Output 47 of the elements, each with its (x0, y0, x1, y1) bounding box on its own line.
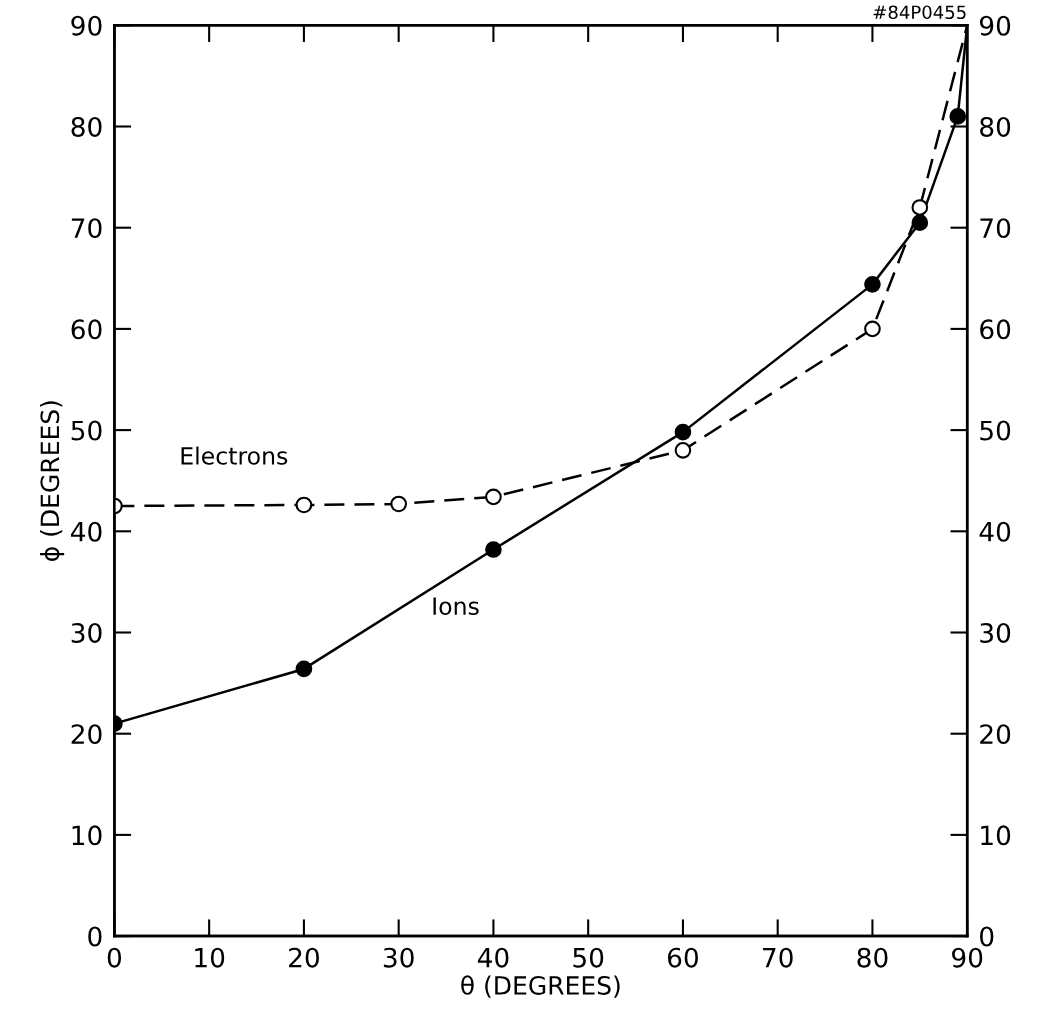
point (864, 276, 881, 293)
y-axis-title: ϕ (DEGREES) (39, 401, 65, 561)
y-tick-label: 30 (71, 622, 102, 643)
point (674, 442, 692, 459)
point (674, 423, 692, 441)
x-tick-label: 60 (667, 947, 698, 968)
y2-tick-label: 60 (980, 319, 1011, 340)
point (295, 660, 313, 678)
point (864, 320, 881, 338)
y2-tick-label: 10 (981, 825, 1011, 846)
x-tick-label: 40 (477, 947, 509, 968)
x-tick-label: 0 (107, 947, 122, 968)
x-tick-label: 80 (857, 947, 888, 968)
x-tick-label: 70 (763, 947, 793, 968)
y-tick-label: 90 (71, 15, 102, 36)
y-tick-label: 50 (71, 420, 102, 441)
y2-tick-label: 50 (980, 420, 1011, 441)
y-tick-label: 70 (71, 218, 102, 239)
y-tick-label: 40 (71, 521, 102, 542)
y2-tick-label: 30 (980, 622, 1011, 643)
x-tick-label: 50 (573, 947, 604, 968)
y-tick-label: 60 (71, 319, 102, 340)
x-tick-label: 20 (289, 947, 319, 968)
y2-tick-label: 90 (979, 15, 1011, 36)
x-tick-label: 90 (952, 947, 983, 968)
text: #84P0455 (873, 5, 966, 20)
x-axis-title: θ (DEGREES) (461, 975, 620, 998)
y-tick-label: 20 (71, 724, 102, 745)
annotation: Electrons (181, 446, 288, 465)
point (485, 488, 502, 506)
point (390, 495, 407, 513)
y-tick-label: 0 (88, 926, 102, 947)
y-tick-label: 10 (72, 825, 102, 846)
point (949, 108, 967, 125)
y2-tick-label: 70 (980, 218, 1011, 239)
x-tick-label: 30 (383, 947, 414, 968)
y2-tick-label: 0 (980, 926, 994, 947)
point (911, 199, 929, 216)
x-tick-label: 10 (195, 947, 225, 968)
point (485, 541, 502, 558)
y2-tick-label: 20 (980, 724, 1011, 745)
y2-tick-label: 40 (979, 521, 1011, 542)
y2-tick-label: 80 (980, 116, 1011, 137)
y-tick-label: 80 (71, 116, 102, 137)
point (911, 214, 929, 231)
annotation: Ions (433, 597, 479, 616)
point (295, 496, 313, 514)
